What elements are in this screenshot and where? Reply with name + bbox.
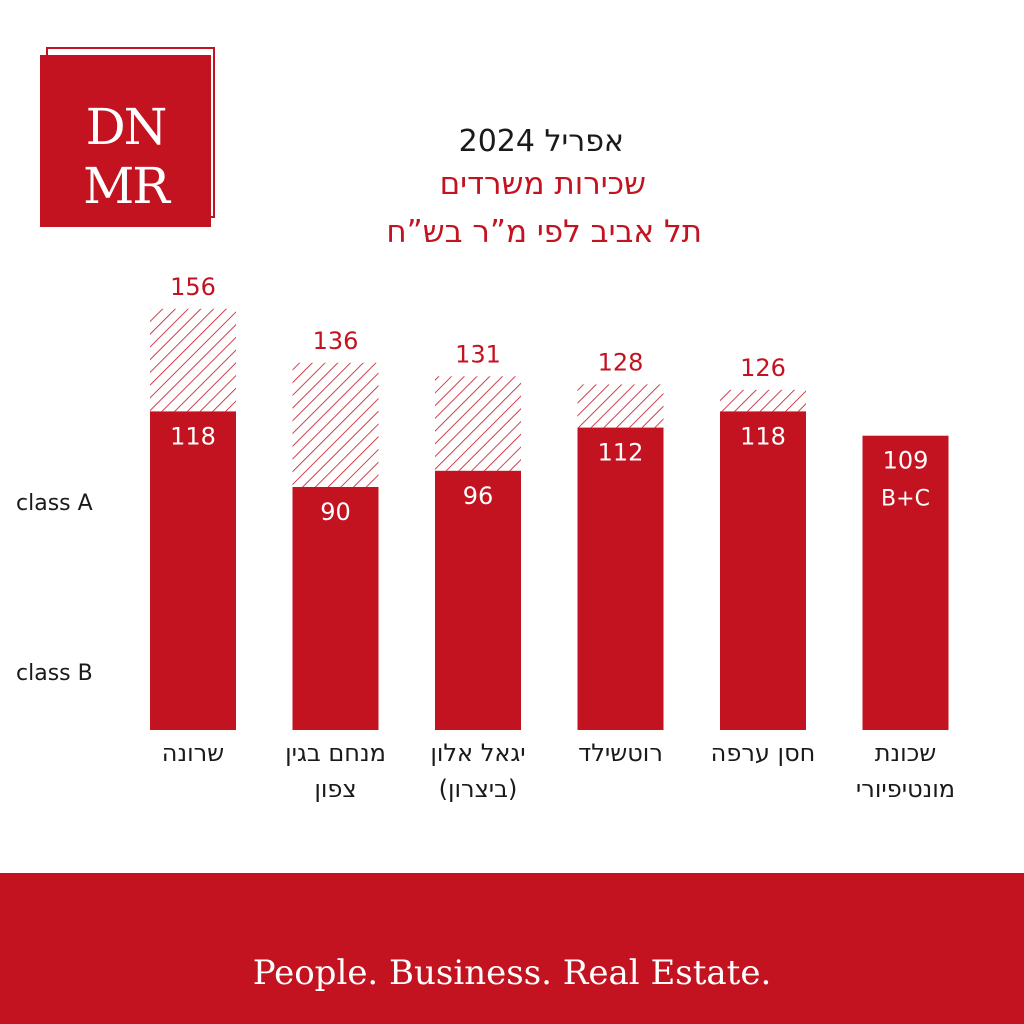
category-label-1-line-1: שרונה <box>161 739 225 767</box>
value-label-class-a-1: 156 <box>170 273 216 301</box>
bar-class-a-2 <box>292 362 379 487</box>
category-label-5: חסן ערפה <box>693 735 833 771</box>
value-label-class-a-2: 136 <box>313 327 359 355</box>
value-label-class-b-6: 109 <box>883 447 929 475</box>
value-label-class-b-4: 112 <box>598 439 644 467</box>
bar-class-b-3 <box>435 470 521 730</box>
value-label-class-b-1: 118 <box>170 422 216 450</box>
dnmr-logo: DN MR <box>40 47 217 227</box>
category-label-5-line-1: חסן ערפה <box>710 739 816 767</box>
category-label-6-line-2: מונטיפיורי <box>855 775 956 803</box>
bar-class-a-4 <box>577 384 664 428</box>
bar-class-a-1 <box>150 308 236 412</box>
bar-class-b-2 <box>292 487 379 730</box>
category-label-6: שכונת מונטיפיורי <box>836 735 976 807</box>
value-label-class-a-4: 128 <box>598 348 644 376</box>
stacked-bar-chart: 156 118 136 90 131 96 128 112 126 118 109 B+C <box>150 273 949 730</box>
category-label-2-line-2: צפון <box>314 775 357 803</box>
category-label-3: יגאל אלון (ביצרון) <box>408 735 548 807</box>
category-label-2-line-1: מנחם בגין <box>285 739 386 767</box>
bar-annotation-6: B+C <box>881 487 930 512</box>
bar-class-a-5 <box>720 389 806 412</box>
category-label-1: שרונה <box>123 735 263 771</box>
bar-class-b-5 <box>720 411 806 730</box>
class-a-label: class A <box>16 491 93 516</box>
category-label-3-line-2: (ביצרון) <box>438 775 518 803</box>
value-label-class-a-3: 131 <box>455 340 501 368</box>
chart-subtitle-1: שכירות משרדים <box>439 166 646 202</box>
category-label-6-line-1: שכונת <box>874 739 937 767</box>
logo-line-2: MR <box>83 157 170 215</box>
category-label-4-line-1: רוטשילד <box>578 739 663 767</box>
value-label-class-b-5: 118 <box>740 422 786 450</box>
footer-bar: People. Business. Real Estate. <box>0 873 1024 1024</box>
class-b-label: class B <box>16 661 93 686</box>
value-label-class-b-2: 90 <box>320 498 351 526</box>
value-label-class-b-3: 96 <box>463 482 494 510</box>
bar-class-b-6 <box>862 435 949 730</box>
value-label-class-a-5: 126 <box>740 354 786 382</box>
chart-title: אפריל 2024 <box>458 124 624 159</box>
bar-class-a-3 <box>435 376 521 471</box>
category-label-2: מנחם בגין צפון <box>266 735 406 807</box>
logo-box <box>40 55 211 227</box>
bar-class-b-4 <box>577 427 664 730</box>
chart-subtitle-2: תל אביב לפי מ”ר בש”ח <box>386 214 702 250</box>
logo-line-1: DN <box>85 98 168 156</box>
bar-class-b-1 <box>150 411 236 730</box>
category-label-4: רוטשילד <box>551 735 691 771</box>
category-label-3-line-1: יגאל אלון <box>430 739 526 767</box>
footer-tagline: People. Business. Real Estate. <box>252 953 772 993</box>
